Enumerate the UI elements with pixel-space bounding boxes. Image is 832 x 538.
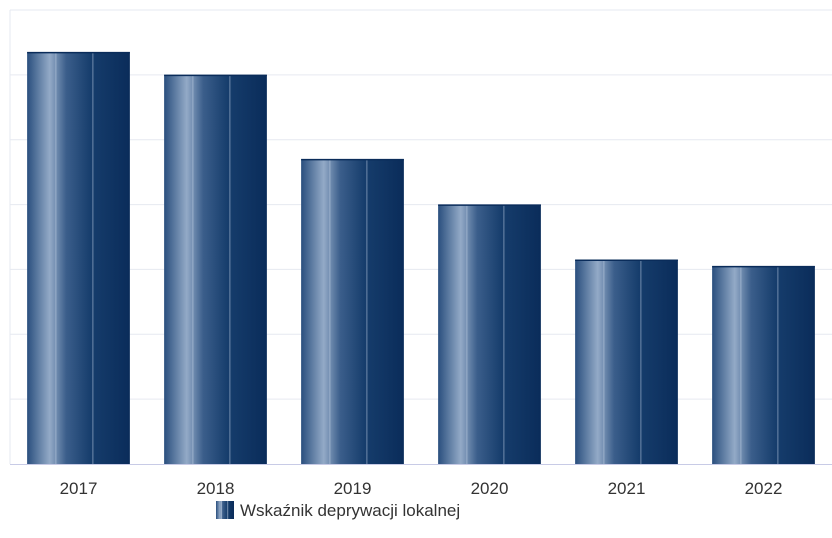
x-tick-label: 2021 (608, 479, 646, 498)
x-tick-labels: 2017 2018 2019 2020 2021 2022 (60, 479, 783, 498)
bar-2017[interactable] (27, 51, 130, 465)
bar-2018[interactable] (164, 74, 267, 464)
bar-2022[interactable] (712, 265, 815, 464)
bar-2020[interactable] (438, 204, 541, 465)
bar-2019[interactable] (301, 158, 404, 464)
x-tick-label: 2019 (334, 479, 372, 498)
gridlines (9, 9, 832, 464)
x-tick-label: 2020 (471, 479, 509, 498)
legend-label: Wskaźnik deprywacji lokalnej (240, 501, 460, 520)
x-tick-label: 2022 (745, 479, 783, 498)
bars (27, 51, 815, 465)
x-tick-label: 2017 (60, 479, 98, 498)
legend-swatch (216, 501, 234, 519)
bar-2021[interactable] (575, 259, 678, 464)
legend[interactable]: Wskaźnik deprywacji lokalnej (216, 501, 460, 520)
x-tick-label: 2018 (197, 479, 235, 498)
